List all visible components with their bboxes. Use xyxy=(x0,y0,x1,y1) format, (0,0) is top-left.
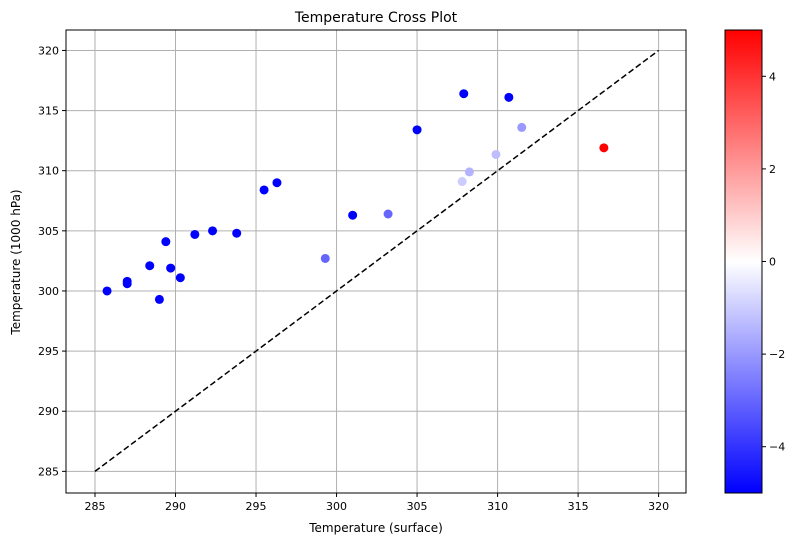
data-point xyxy=(154,294,164,304)
x-tick-label: 315 xyxy=(568,500,589,513)
y-tick-label: 300 xyxy=(38,285,59,298)
colorbar xyxy=(724,29,763,494)
data-point xyxy=(161,237,171,247)
data-point xyxy=(145,261,155,271)
data-point xyxy=(175,273,185,283)
y-tick-label: 315 xyxy=(38,105,59,118)
plot-frame xyxy=(65,29,687,494)
x-tick-label: 320 xyxy=(648,500,669,513)
data-point xyxy=(459,89,469,99)
data-point xyxy=(599,143,609,153)
data-point xyxy=(190,229,200,239)
colorbar-tick-label: −2 xyxy=(769,348,785,361)
data-point xyxy=(122,279,132,289)
data-point xyxy=(272,178,282,188)
data-point xyxy=(383,209,393,219)
data-point xyxy=(457,177,467,187)
y-tick-label: 310 xyxy=(38,165,59,178)
data-point xyxy=(348,210,358,220)
x-tick-label: 310 xyxy=(487,500,508,513)
x-tick-label: 300 xyxy=(326,500,347,513)
data-point xyxy=(464,167,474,177)
colorbar-tick-label: −4 xyxy=(769,441,785,454)
data-point xyxy=(232,228,242,238)
colorbar-tick-label: 0 xyxy=(769,256,776,269)
y-tick-label: 295 xyxy=(38,345,59,358)
y-axis-label: Temperature (1000 hPa) xyxy=(9,189,23,335)
data-point xyxy=(491,149,501,159)
data-point xyxy=(166,263,176,273)
chart-title: Temperature Cross Plot xyxy=(294,10,458,26)
data-point xyxy=(208,226,218,236)
data-point xyxy=(504,92,514,102)
reference-line xyxy=(94,49,660,472)
x-tick-label: 290 xyxy=(165,500,186,513)
x-tick-label: 295 xyxy=(246,500,267,513)
y-tick-label: 305 xyxy=(38,225,59,238)
y-tick-label: 320 xyxy=(38,44,59,57)
x-tick-label: 285 xyxy=(84,500,105,513)
data-point xyxy=(412,125,422,135)
x-axis-label: Temperature (surface) xyxy=(308,521,443,535)
y-tick-label: 290 xyxy=(38,405,59,418)
colorbar-tick-label: 4 xyxy=(769,70,776,83)
x-tick-label: 305 xyxy=(407,500,428,513)
data-point xyxy=(102,286,112,296)
colorbar-tick-label: 2 xyxy=(769,163,776,176)
data-point xyxy=(259,185,269,195)
y-tick-label: 285 xyxy=(38,465,59,478)
data-point xyxy=(517,122,527,132)
data-point xyxy=(320,253,330,263)
